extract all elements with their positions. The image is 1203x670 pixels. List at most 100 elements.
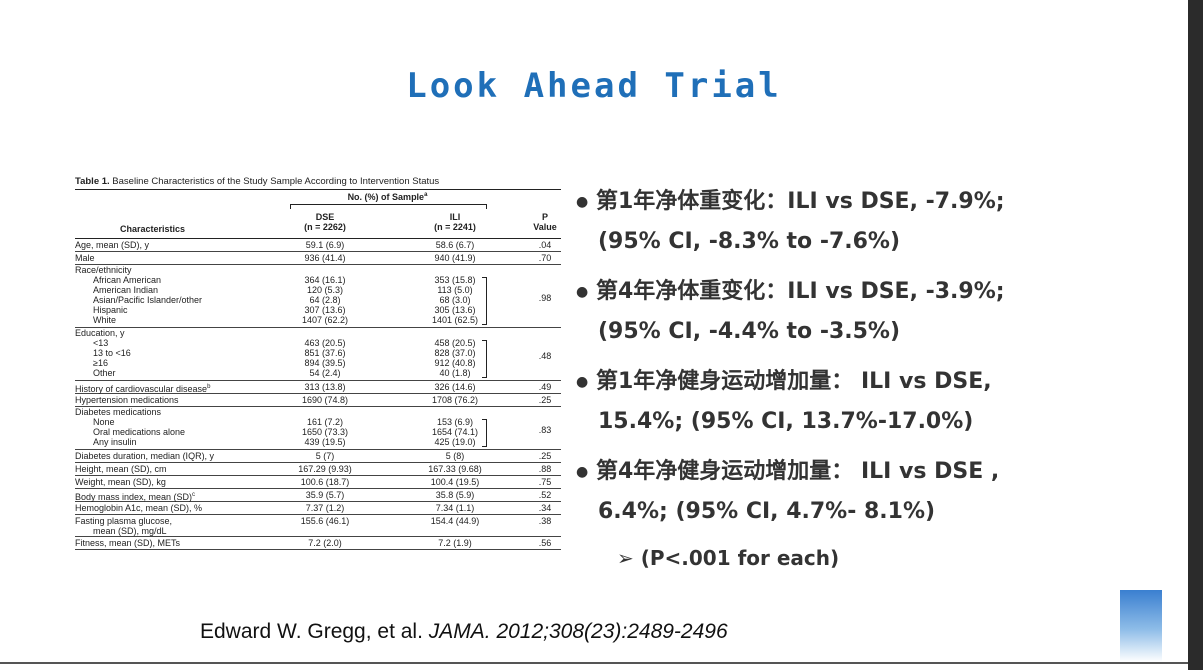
p-value: .25 (538, 451, 552, 461)
table-subrow: Asian/Pacific Islander/other 64 (2.8) 68 (… (75, 295, 561, 305)
table-header: No. (%) of Samplea Characteristics DSE (n… (75, 189, 561, 239)
dse-value: 120 (5.3) (306, 285, 344, 295)
row-label-text: Male (75, 253, 95, 263)
table-row-heading: Diabetes medications (75, 407, 561, 417)
dse-value: 7.37 (1.2) (305, 503, 345, 513)
findings-list: ● 第1年净体重变化：ILI vs DSE, -7.9%; (95% CI, -8… (576, 182, 1176, 542)
row-label: <13 (93, 338, 109, 348)
bullet-dot-icon: ● (576, 284, 589, 300)
table-row: Age, mean (SD), y 59.1 (6.9) 58.6 (6.7) .04 (75, 239, 561, 252)
ili-value: 68 (3.0) (439, 295, 471, 305)
baseline-table: Table 1. Baseline Characteristics of the… (75, 176, 561, 550)
dse-value: 463 (20.5) (304, 338, 346, 348)
finding-line: (95% CI, -4.4% to -3.5%) (598, 319, 901, 344)
ili-value: 828 (37.0) (434, 348, 476, 358)
row-label: White (93, 315, 117, 325)
dse-value: 1690 (74.8) (301, 395, 349, 405)
table-row-group: Diabetes medications None 161 (7.2) 153 (6.… (75, 407, 561, 450)
table-subrow: 13 to <16 851 (37.6) 828 (37.0) (75, 348, 561, 358)
slide-bottom-border (0, 662, 1188, 664)
p-value: .56 (538, 538, 552, 548)
window-right-edge (1188, 0, 1203, 670)
row-label: Fitness, mean (SD), METs (75, 538, 180, 548)
p-value: .48 (538, 351, 552, 361)
col-p-value: P Value (533, 212, 557, 232)
dse-value: 5 (7) (315, 451, 335, 461)
ili-value: 1708 (76.2) (431, 395, 479, 405)
group-bracket (482, 277, 487, 325)
table-subrow: Hispanic 307 (13.6) 305 (13.6) (75, 305, 561, 315)
table-row: Fasting plasma glucose, mean (SD), mg/dL 1… (75, 515, 561, 537)
dse-value: 54 (2.4) (309, 368, 341, 378)
ili-value: 940 (41.9) (434, 253, 476, 263)
finding-line: 第4年净体重变化：ILI vs DSE, -3.9%; (596, 279, 1005, 304)
span-header: No. (%) of Samplea (347, 192, 428, 202)
bullet-dot-icon: ● (576, 194, 589, 210)
row-label: Any insulin (93, 437, 137, 447)
row-label-text: Weight, mean (SD), kg (75, 477, 166, 487)
row-label-text: History of cardiovascular disease (75, 384, 208, 394)
row-label: Height, mean (SD), cm (75, 464, 167, 474)
dse-value: 851 (37.6) (304, 348, 346, 358)
dse-value: 313 (13.8) (304, 382, 346, 392)
finding-line: 第1年净健身运动增加量： ILI vs DSE, (596, 369, 992, 394)
row-label: American Indian (93, 285, 159, 295)
table-subrow: Other 54 (2.4) 40 (1.8) (75, 368, 561, 378)
p-value: .52 (538, 490, 552, 500)
finding-item: ● 第4年净体重变化：ILI vs DSE, -3.9%; (95% CI, -4… (576, 272, 1176, 352)
row-label: Age, mean (SD), y (75, 240, 149, 250)
dse-value: 35.9 (5.7) (305, 490, 345, 500)
finding-line: 第4年净健身运动增加量： ILI vs DSE , (596, 459, 1000, 484)
dse-value: 64 (2.8) (309, 295, 341, 305)
citation: Edward W. Gregg, et al. JAMA. 2012;308(2… (200, 620, 728, 643)
table-row: Weight, mean (SD), kg 100.6 (18.7) 100.4 (… (75, 476, 561, 489)
table-row: History of cardiovascular diseaseb 313 (1… (75, 381, 561, 394)
table-row: Body mass index, mean (SD)c 35.9 (5.7) 35.… (75, 489, 561, 502)
ili-value: 425 (19.0) (434, 437, 476, 447)
table-row: Height, mean (SD), cm 167.29 (9.93) 167.33… (75, 463, 561, 476)
p-value: .34 (538, 503, 552, 513)
p-value: .70 (538, 253, 552, 263)
p-value: .98 (538, 293, 552, 303)
ili-value: 58.6 (6.7) (435, 240, 475, 250)
p-value: .75 (538, 477, 552, 487)
row-label: History of cardiovascular diseaseb (75, 382, 210, 394)
table-subrow: ≥16 894 (39.5) 912 (40.8) (75, 358, 561, 368)
dse-value: 167.29 (9.93) (298, 464, 352, 474)
p-value: .83 (538, 425, 552, 435)
ili-value: 5 (8) (445, 451, 465, 461)
decorative-gradient-block (1120, 590, 1162, 662)
row-label: Diabetes duration, median (IQR), y (75, 451, 214, 461)
table-row: Male 936 (41.4) 940 (41.9) .70 (75, 252, 561, 265)
row-label: Race/ethnicity (75, 265, 132, 275)
table-body: Age, mean (SD), y 59.1 (6.9) 58.6 (6.7) .04… (75, 239, 561, 550)
row-label: None (93, 417, 115, 427)
dse-value: 439 (19.5) (304, 437, 346, 447)
row-label-text: Age, mean (SD), y (75, 240, 150, 250)
row-label: ≥16 (93, 358, 108, 368)
p-value: .04 (538, 240, 552, 250)
bullet-dot-icon: ● (576, 374, 589, 390)
group-bracket (482, 419, 487, 447)
row-label: Weight, mean (SD), kg (75, 477, 166, 487)
ili-value: 1654 (74.1) (431, 427, 479, 437)
footnote-marker: c (192, 492, 196, 498)
finding-item: ● 第4年净健身运动增加量： ILI vs DSE , 6.4%; (95% CI… (576, 452, 1176, 532)
col-dse: DSE (n = 2262) (304, 212, 346, 232)
row-label: African American (93, 275, 162, 285)
dse-value: 1650 (73.3) (301, 427, 349, 437)
table-row-heading: Race/ethnicity (75, 265, 561, 275)
span-header-rule (290, 204, 487, 209)
row-label: Diabetes medications (75, 407, 162, 417)
footnote-marker: b (207, 384, 211, 390)
group-bracket (482, 340, 487, 378)
table-subrow: Any insulin 439 (19.5) 425 (19.0) (75, 437, 561, 447)
table-caption: Table 1. Baseline Characteristics of the… (75, 176, 440, 187)
dse-value: 364 (16.1) (304, 275, 346, 285)
row-label: Other (93, 368, 116, 378)
ili-value: 40 (1.8) (439, 368, 471, 378)
finding-item: ● 第1年净健身运动增加量： ILI vs DSE, 15.4%; (95% CI… (576, 362, 1176, 442)
table-row: Hemoglobin A1c, mean (SD), % 7.37 (1.2) 7.… (75, 502, 561, 515)
ili-value: 100.4 (19.5) (430, 477, 480, 487)
table-row: Diabetes duration, median (IQR), y 5 (7) 5… (75, 450, 561, 463)
